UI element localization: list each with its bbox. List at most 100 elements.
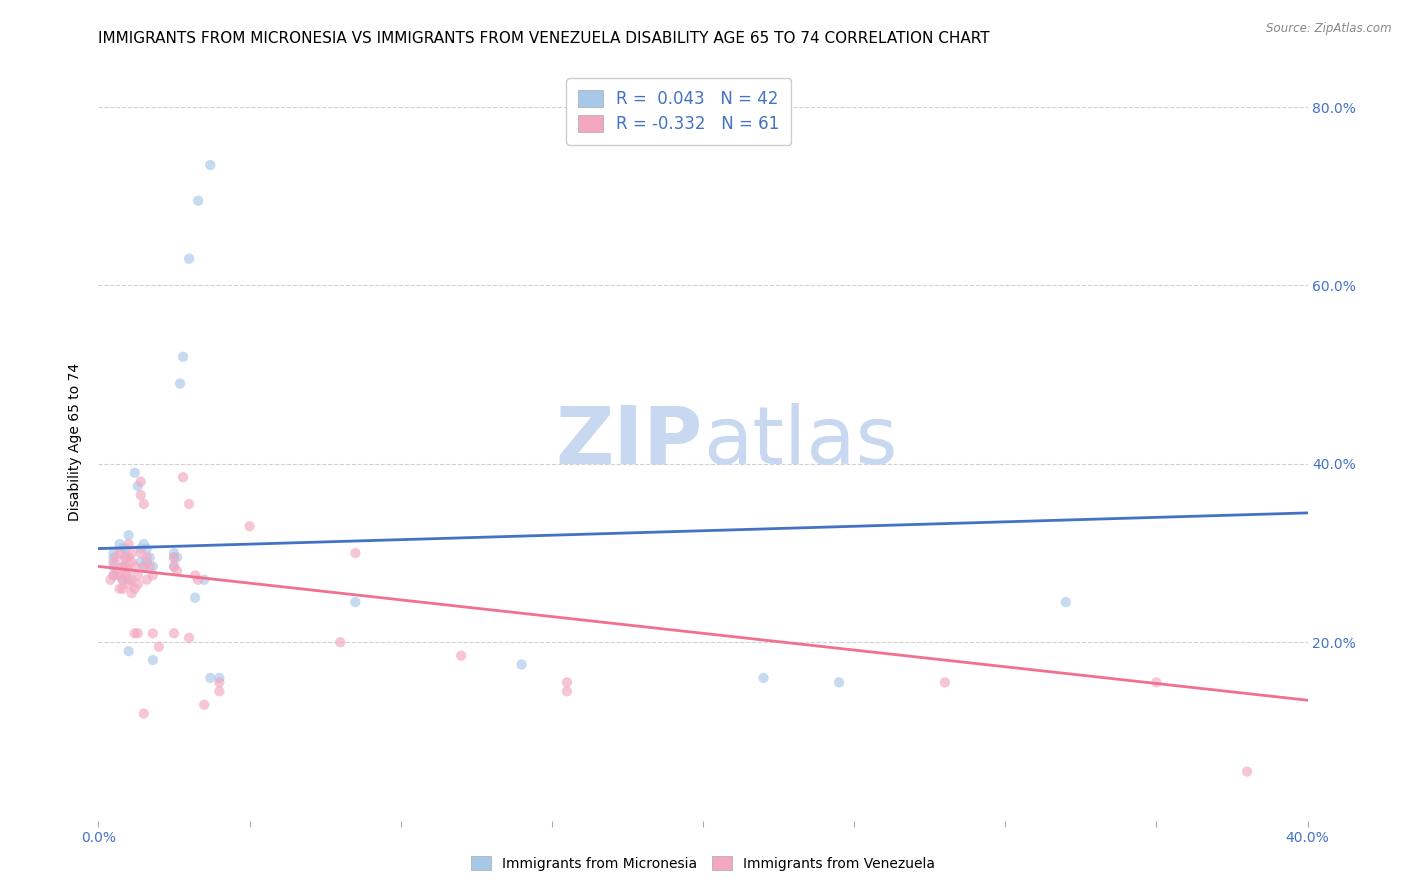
- Point: [172, 350, 194, 364]
- Point: [121, 573, 143, 587]
- Point: [142, 653, 165, 667]
- Point: [111, 559, 134, 574]
- Point: [187, 573, 209, 587]
- Point: [124, 559, 146, 574]
- Point: [163, 550, 186, 565]
- Legend: Immigrants from Micronesia, Immigrants from Venezuela: Immigrants from Micronesia, Immigrants f…: [465, 850, 941, 876]
- Point: [135, 555, 157, 569]
- Point: [193, 573, 215, 587]
- Point: [100, 573, 122, 587]
- Point: [114, 550, 136, 565]
- Point: [108, 537, 131, 551]
- Point: [114, 568, 136, 582]
- Point: [121, 555, 143, 569]
- Text: Source: ZipAtlas.com: Source: ZipAtlas.com: [1267, 22, 1392, 36]
- Point: [208, 675, 231, 690]
- Point: [127, 568, 149, 582]
- Point: [105, 564, 128, 578]
- Point: [118, 550, 141, 565]
- Point: [103, 546, 125, 560]
- Point: [329, 635, 352, 649]
- Point: [135, 573, 157, 587]
- Point: [135, 550, 157, 565]
- Point: [184, 568, 207, 582]
- Point: [121, 546, 143, 560]
- Point: [114, 559, 136, 574]
- Point: [121, 586, 143, 600]
- Point: [118, 537, 141, 551]
- Point: [108, 582, 131, 596]
- Point: [555, 675, 578, 690]
- Point: [142, 568, 165, 582]
- Point: [135, 541, 157, 556]
- Point: [208, 684, 231, 698]
- Point: [139, 550, 162, 565]
- Point: [344, 546, 367, 560]
- Point: [129, 546, 152, 560]
- Point: [163, 546, 186, 560]
- Point: [166, 550, 188, 565]
- Point: [555, 684, 578, 698]
- Point: [200, 158, 222, 172]
- Text: IMMIGRANTS FROM MICRONESIA VS IMMIGRANTS FROM VENEZUELA DISABILITY AGE 65 TO 74 : IMMIGRANTS FROM MICRONESIA VS IMMIGRANTS…: [98, 31, 990, 46]
- Point: [124, 626, 146, 640]
- Point: [163, 550, 186, 565]
- Y-axis label: Disability Age 65 to 74: Disability Age 65 to 74: [69, 362, 83, 521]
- Point: [1144, 675, 1167, 690]
- Point: [129, 541, 152, 556]
- Point: [163, 626, 186, 640]
- Point: [103, 559, 125, 574]
- Point: [172, 470, 194, 484]
- Point: [450, 648, 472, 663]
- Point: [752, 671, 775, 685]
- Point: [118, 528, 141, 542]
- Point: [132, 497, 155, 511]
- Point: [118, 573, 141, 587]
- Text: ZIP: ZIP: [555, 402, 703, 481]
- Point: [344, 595, 367, 609]
- Point: [132, 706, 155, 721]
- Point: [184, 591, 207, 605]
- Point: [510, 657, 533, 672]
- Point: [132, 537, 155, 551]
- Point: [1236, 764, 1258, 779]
- Point: [103, 568, 125, 582]
- Point: [114, 541, 136, 556]
- Point: [148, 640, 170, 654]
- Point: [108, 546, 131, 560]
- Point: [111, 573, 134, 587]
- Point: [103, 550, 125, 565]
- Point: [132, 559, 155, 574]
- Point: [124, 582, 146, 596]
- Point: [187, 194, 209, 208]
- Point: [111, 559, 134, 574]
- Point: [208, 671, 231, 685]
- Point: [111, 573, 134, 587]
- Point: [828, 675, 851, 690]
- Point: [118, 577, 141, 591]
- Point: [127, 577, 149, 591]
- Point: [129, 488, 152, 502]
- Point: [179, 497, 201, 511]
- Point: [1054, 595, 1077, 609]
- Point: [127, 626, 149, 640]
- Point: [163, 559, 186, 574]
- Point: [103, 568, 125, 582]
- Point: [124, 466, 146, 480]
- Point: [239, 519, 262, 533]
- Point: [142, 626, 165, 640]
- Point: [142, 559, 165, 574]
- Point: [132, 559, 155, 574]
- Legend: R =  0.043   N = 42, R = -0.332   N = 61: R = 0.043 N = 42, R = -0.332 N = 61: [567, 78, 792, 145]
- Point: [103, 555, 125, 569]
- Point: [118, 564, 141, 578]
- Point: [127, 479, 149, 493]
- Point: [118, 644, 141, 658]
- Point: [129, 475, 152, 489]
- Point: [111, 541, 134, 556]
- Point: [193, 698, 215, 712]
- Point: [129, 555, 152, 569]
- Point: [200, 671, 222, 685]
- Point: [111, 582, 134, 596]
- Point: [179, 252, 201, 266]
